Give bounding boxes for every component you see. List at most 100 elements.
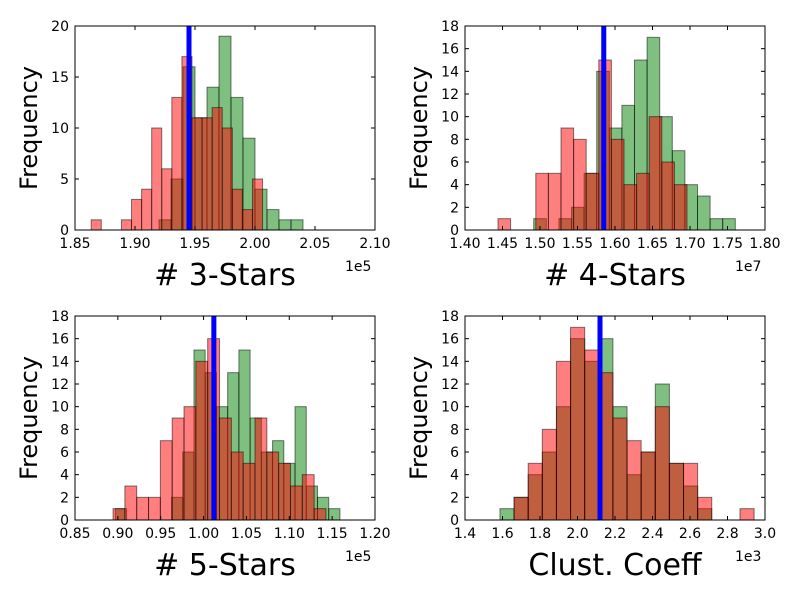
x-offset-label: 1e5: [345, 259, 371, 275]
histogram-bar: [201, 117, 213, 231]
x-offset-label: 1e5: [345, 549, 371, 565]
y-tick-label: 18: [441, 309, 459, 325]
histogram-bar: [90, 219, 102, 231]
histogram-bar: [697, 496, 713, 521]
y-tick-label: 2: [450, 490, 459, 506]
histogram-bar: [124, 485, 138, 521]
histogram-bar: [547, 172, 562, 231]
x-axis-label: # 5-Stars: [154, 548, 296, 583]
x-tick-label: 1.70: [674, 236, 705, 252]
histogram-bar: [709, 218, 724, 231]
x-tick-label: 3.0: [754, 526, 776, 542]
x-axis-label: Clust. Coeff: [528, 548, 703, 583]
histogram-bar: [610, 138, 625, 231]
histogram-bar: [221, 127, 233, 231]
y-tick-label: 0: [60, 513, 69, 529]
histogram-bar: [183, 406, 197, 521]
y-tick-label: 8: [60, 422, 69, 438]
x-axis-label: # 3-Stars: [154, 258, 296, 293]
histogram-bar: [560, 127, 575, 231]
x-tick-label: 1.05: [231, 526, 262, 542]
histogram-bar: [527, 462, 543, 521]
y-tick-label: 10: [441, 110, 459, 126]
x-tick-label: 1.20: [359, 526, 390, 542]
y-tick-label: 15: [51, 70, 69, 86]
histogram-bar: [661, 161, 675, 231]
histogram-bar: [219, 417, 232, 521]
x-tick-label: 1.65: [637, 236, 668, 252]
histogram-bar: [626, 440, 642, 521]
x-offset-label: 1e7: [735, 259, 761, 275]
x-tick-label: 1.90: [119, 236, 150, 252]
x-tick-label: 1.85: [59, 236, 90, 252]
x-tick-label: 1.10: [274, 526, 305, 542]
x-tick-label: 1.45: [487, 236, 518, 252]
x-tick-label: 1.00: [188, 526, 219, 542]
y-tick-label: 0: [60, 223, 69, 239]
subplot-4-stars: 1.40 1.45 1.50 1.55 1.60 1.65 1.70 1.75 1.80 0 2 4 6…: [405, 19, 781, 293]
x-offset-label: 1e3: [735, 549, 761, 565]
y-tick-label: 18: [441, 19, 459, 35]
y-tick-label: 18: [51, 309, 69, 325]
histogram-bar: [131, 198, 143, 231]
histogram-bar: [541, 428, 557, 521]
y-tick-label: 10: [441, 400, 459, 416]
histogram-bar: [171, 96, 183, 231]
histogram-bar: [640, 451, 656, 521]
histogram-bar: [191, 117, 203, 231]
x-tick-label: 1.40: [449, 236, 480, 252]
histogram-bar: [112, 508, 126, 521]
x-tick-label: 2.8: [716, 526, 738, 542]
histogram-bar: [148, 496, 161, 521]
x-tick-label: 1.15: [317, 526, 348, 542]
y-tick-label: 16: [441, 332, 459, 348]
histogram-bar: [136, 496, 150, 521]
histogram-bar: [513, 496, 529, 521]
y-tick-label: 6: [450, 445, 459, 461]
histogram-bar: [697, 195, 711, 231]
histogram-bar: [242, 462, 256, 521]
histogram-bar: [289, 485, 303, 521]
histogram-bar: [159, 440, 173, 521]
histogram-bar: [141, 188, 153, 231]
x-tick-label: 2.00: [239, 236, 270, 252]
histogram-bar: [570, 326, 586, 521]
x-tick-label: 1.6: [491, 526, 513, 542]
histogram-bar: [251, 178, 264, 231]
y-tick-label: 4: [60, 468, 69, 484]
histogram-bar: [151, 127, 163, 231]
histogram-bar: [231, 188, 243, 231]
histogram-bar: [241, 209, 253, 231]
x-tick-label: 1.95: [179, 236, 210, 252]
histogram-bar: [120, 219, 133, 231]
y-tick-label: 4: [450, 468, 459, 484]
x-tick-label: 2.4: [641, 526, 663, 542]
histogram-bar: [211, 107, 223, 231]
histogram-bar: [555, 360, 572, 521]
x-tick-label: 1.4: [454, 526, 476, 542]
histogram-bar: [739, 508, 755, 521]
y-tick-label: 8: [450, 422, 459, 438]
histogram-bar: [254, 417, 268, 521]
histogram-bar: [161, 168, 173, 231]
y-tick-label: 14: [51, 354, 69, 370]
x-tick-label: 2.05: [299, 236, 330, 252]
y-tick-label: 20: [51, 19, 69, 35]
histogram-bar: [266, 209, 280, 231]
subplot-5-stars: 0.85 0.90 0.95 1.00 1.05 1.10 1.15 1.20 0 2 4 6 8 10 1…: [15, 309, 391, 583]
y-axis-label: Frequency: [15, 66, 43, 190]
y-tick-label: 12: [51, 377, 69, 393]
y-tick-label: 8: [450, 132, 459, 148]
histogram-bar: [584, 349, 600, 521]
y-tick-label: 0: [450, 513, 459, 529]
y-axis-label: Frequency: [15, 356, 43, 480]
x-tick-label: 2.6: [679, 526, 701, 542]
histogram-bar: [636, 172, 650, 231]
histogram-bar: [278, 462, 291, 521]
histogram-bar: [673, 184, 688, 231]
y-tick-label: 16: [51, 332, 69, 348]
x-tick-label: 1.50: [524, 236, 555, 252]
y-tick-label: 10: [51, 400, 69, 416]
y-tick-label: 14: [441, 64, 459, 80]
histogram-bar: [301, 474, 315, 521]
